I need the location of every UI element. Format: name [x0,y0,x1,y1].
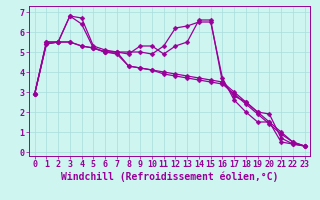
X-axis label: Windchill (Refroidissement éolien,°C): Windchill (Refroidissement éolien,°C) [61,172,278,182]
